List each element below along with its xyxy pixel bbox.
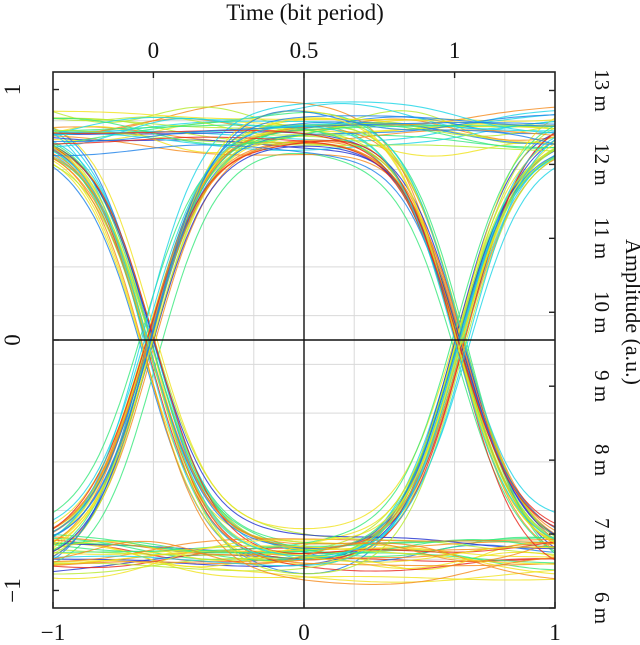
tick-marks	[52, 72, 556, 609]
right-axis-title: Amplitude (a.u.)	[621, 239, 640, 385]
right-tick-label: 6 m	[590, 592, 614, 624]
right-tick-label: 11 m	[590, 217, 614, 259]
right-tick-label: 12 m	[590, 143, 614, 186]
left-tick-label: 1	[0, 84, 25, 96]
top-tick-label: 1	[449, 38, 461, 63]
right-tick-label: 7 m	[590, 518, 614, 550]
right-tick-label: 9 m	[590, 370, 614, 402]
center-axes	[53, 72, 555, 608]
left-tick-label: −1	[0, 578, 25, 602]
right-tick-label: 8 m	[590, 444, 614, 476]
top-tick-label: 0	[148, 38, 160, 63]
bottom-tick-label: 1	[549, 620, 561, 645]
bottom-tick-label: −1	[41, 620, 65, 645]
top-axis-title: Time (bit period)	[226, 0, 384, 25]
right-tick-label: 10 m	[590, 291, 614, 334]
right-tick-label: 13 m	[590, 69, 614, 112]
bottom-tick-label: 0	[298, 620, 310, 645]
tick-labels: −1 0 1 1 0 −1 0 0.5 1 13 m 12 m 11 m 10 m 9 m 8 m 7 m 6 …	[0, 38, 614, 645]
left-tick-label: 0	[0, 334, 25, 346]
top-tick-label: 0.5	[290, 38, 319, 63]
